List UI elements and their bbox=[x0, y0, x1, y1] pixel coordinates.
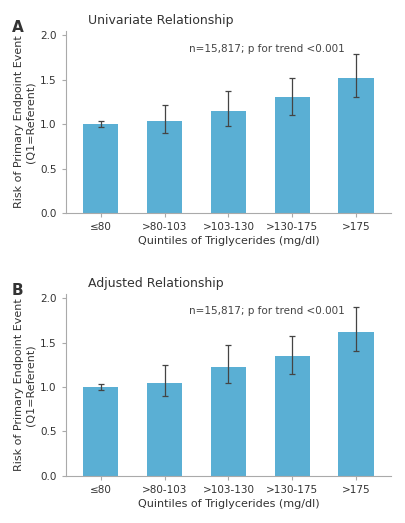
Text: Adjusted Relationship: Adjusted Relationship bbox=[88, 277, 224, 290]
Y-axis label: Risk of Primary Endpoint Event
(Q1=Referent): Risk of Primary Endpoint Event (Q1=Refer… bbox=[14, 299, 36, 471]
X-axis label: Quintiles of Triglycerides (mg/dl): Quintiles of Triglycerides (mg/dl) bbox=[138, 236, 319, 246]
Bar bbox=[339, 332, 373, 476]
Bar bbox=[211, 368, 246, 476]
Bar bbox=[339, 78, 373, 213]
Y-axis label: Risk of Primary Endpoint Event
(Q1=Referent): Risk of Primary Endpoint Event (Q1=Refer… bbox=[14, 36, 36, 208]
Bar bbox=[147, 121, 182, 213]
X-axis label: Quintiles of Triglycerides (mg/dl): Quintiles of Triglycerides (mg/dl) bbox=[138, 499, 319, 509]
Text: Univariate Relationship: Univariate Relationship bbox=[88, 14, 234, 27]
Bar bbox=[83, 124, 118, 213]
Bar bbox=[275, 356, 310, 476]
Text: n=15,817; p for trend <0.001: n=15,817; p for trend <0.001 bbox=[190, 43, 345, 53]
Bar bbox=[147, 383, 182, 476]
Bar bbox=[275, 97, 310, 213]
Text: n=15,817; p for trend <0.001: n=15,817; p for trend <0.001 bbox=[190, 306, 345, 316]
Text: A: A bbox=[12, 20, 24, 35]
Bar bbox=[83, 387, 118, 476]
Bar bbox=[211, 111, 246, 213]
Text: B: B bbox=[12, 283, 23, 298]
